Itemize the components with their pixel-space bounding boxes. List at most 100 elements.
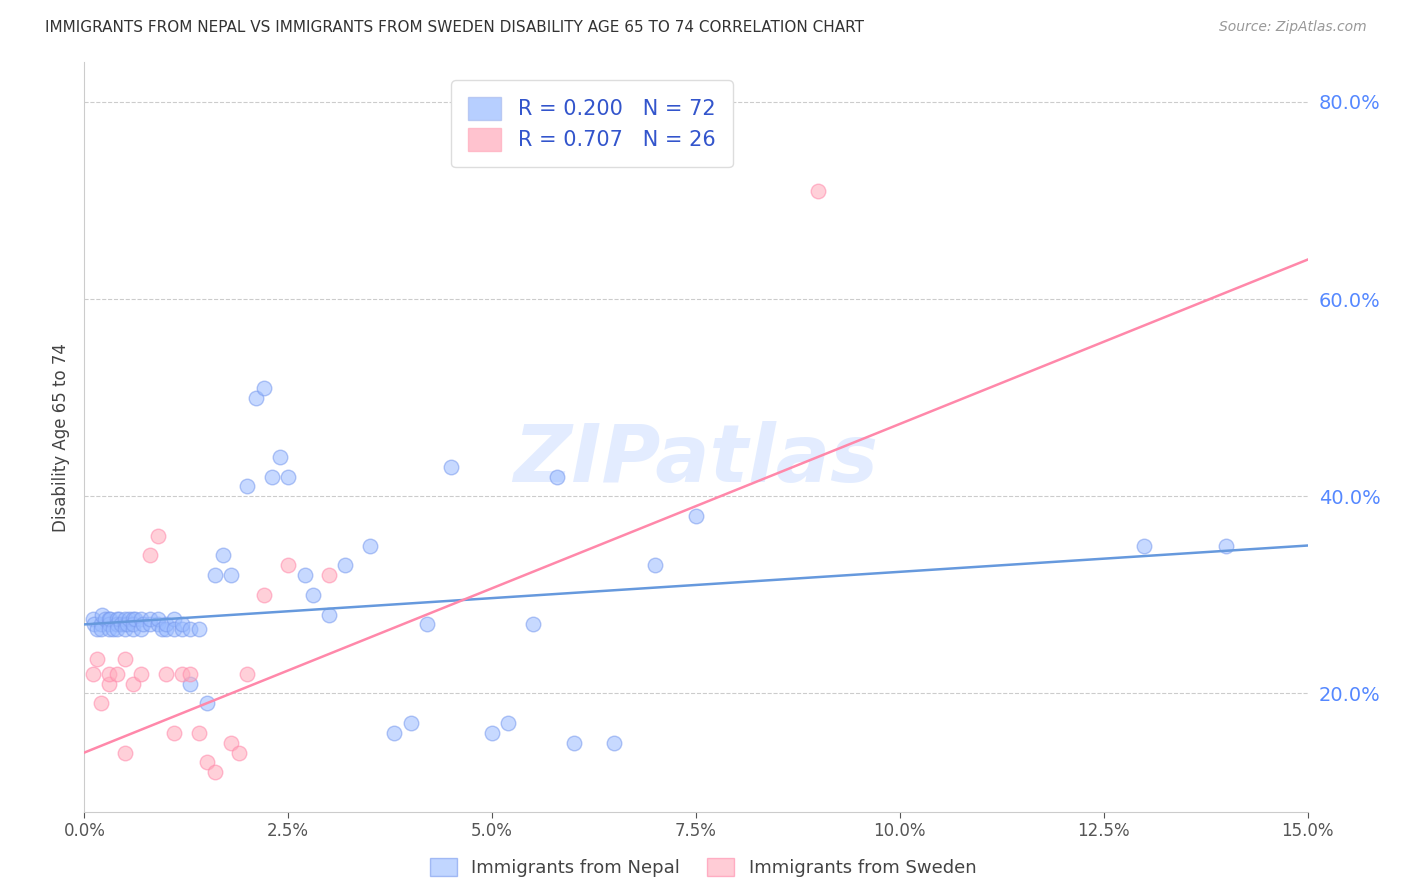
Point xyxy=(269,450,291,464)
Point xyxy=(90,696,112,710)
Point xyxy=(131,666,153,681)
Point xyxy=(124,612,146,626)
Point xyxy=(277,469,299,483)
Point xyxy=(155,623,177,637)
Point xyxy=(603,736,626,750)
Point xyxy=(481,726,503,740)
Point xyxy=(114,652,136,666)
Point xyxy=(260,469,283,483)
Point xyxy=(122,612,145,626)
Point xyxy=(440,459,463,474)
Point xyxy=(155,666,177,681)
Point xyxy=(155,617,177,632)
Point xyxy=(219,736,242,750)
Legend: R = 0.200   N = 72, R = 0.707   N = 26: R = 0.200 N = 72, R = 0.707 N = 26 xyxy=(451,80,733,168)
Point xyxy=(105,612,128,626)
Point xyxy=(132,617,155,632)
Point xyxy=(179,623,201,637)
Point xyxy=(245,391,267,405)
Point xyxy=(172,617,194,632)
Point xyxy=(228,746,250,760)
Point xyxy=(82,612,104,626)
Point xyxy=(114,746,136,760)
Point xyxy=(219,568,242,582)
Point xyxy=(318,607,340,622)
Point xyxy=(301,588,323,602)
Point xyxy=(236,666,259,681)
Point xyxy=(163,726,186,740)
Point xyxy=(97,617,120,632)
Point xyxy=(138,612,160,626)
Point xyxy=(105,666,128,681)
Point xyxy=(146,612,169,626)
Point xyxy=(204,568,226,582)
Text: Source: ZipAtlas.com: Source: ZipAtlas.com xyxy=(1219,20,1367,34)
Point xyxy=(172,666,194,681)
Point xyxy=(204,765,226,780)
Point xyxy=(86,623,108,637)
Point xyxy=(163,612,186,626)
Legend: Immigrants from Nepal, Immigrants from Sweden: Immigrants from Nepal, Immigrants from S… xyxy=(420,849,986,886)
Point xyxy=(416,617,439,632)
Point xyxy=(172,623,194,637)
Point xyxy=(195,696,218,710)
Point xyxy=(253,381,276,395)
Point xyxy=(163,623,186,637)
Point xyxy=(807,184,830,198)
Point xyxy=(685,508,707,523)
Point xyxy=(105,623,128,637)
Point xyxy=(122,617,145,632)
Point xyxy=(83,617,105,632)
Y-axis label: Disability Age 65 to 74: Disability Age 65 to 74 xyxy=(52,343,70,532)
Point xyxy=(562,736,585,750)
Point xyxy=(187,726,209,740)
Point xyxy=(294,568,316,582)
Point xyxy=(110,617,132,632)
Point xyxy=(644,558,666,573)
Point xyxy=(335,558,357,573)
Point xyxy=(138,617,160,632)
Point xyxy=(91,607,114,622)
Point xyxy=(318,568,340,582)
Text: IMMIGRANTS FROM NEPAL VS IMMIGRANTS FROM SWEDEN DISABILITY AGE 65 TO 74 CORRELAT: IMMIGRANTS FROM NEPAL VS IMMIGRANTS FROM… xyxy=(45,20,865,35)
Point xyxy=(212,549,235,563)
Point xyxy=(90,623,112,637)
Point xyxy=(115,617,138,632)
Point xyxy=(236,479,259,493)
Point xyxy=(122,623,145,637)
Point xyxy=(399,716,422,731)
Point xyxy=(146,617,169,632)
Point xyxy=(1215,539,1237,553)
Point xyxy=(1133,539,1156,553)
Point xyxy=(382,726,405,740)
Point xyxy=(146,529,169,543)
Point xyxy=(179,666,201,681)
Point xyxy=(114,612,136,626)
Point xyxy=(97,623,120,637)
Point xyxy=(131,623,153,637)
Point xyxy=(86,652,108,666)
Point xyxy=(82,666,104,681)
Point xyxy=(100,612,122,626)
Point xyxy=(97,666,120,681)
Point xyxy=(498,716,520,731)
Text: ZIPatlas: ZIPatlas xyxy=(513,420,879,499)
Point xyxy=(97,676,120,690)
Point xyxy=(522,617,544,632)
Point xyxy=(93,612,115,626)
Point xyxy=(105,617,128,632)
Point xyxy=(546,469,568,483)
Point xyxy=(122,676,145,690)
Point xyxy=(138,549,160,563)
Point xyxy=(97,612,120,626)
Point xyxy=(101,623,124,637)
Point xyxy=(131,612,153,626)
Point xyxy=(114,623,136,637)
Point xyxy=(150,623,173,637)
Point xyxy=(179,676,201,690)
Point xyxy=(118,612,141,626)
Point xyxy=(359,539,381,553)
Point xyxy=(107,612,129,626)
Point xyxy=(90,617,112,632)
Point xyxy=(187,623,209,637)
